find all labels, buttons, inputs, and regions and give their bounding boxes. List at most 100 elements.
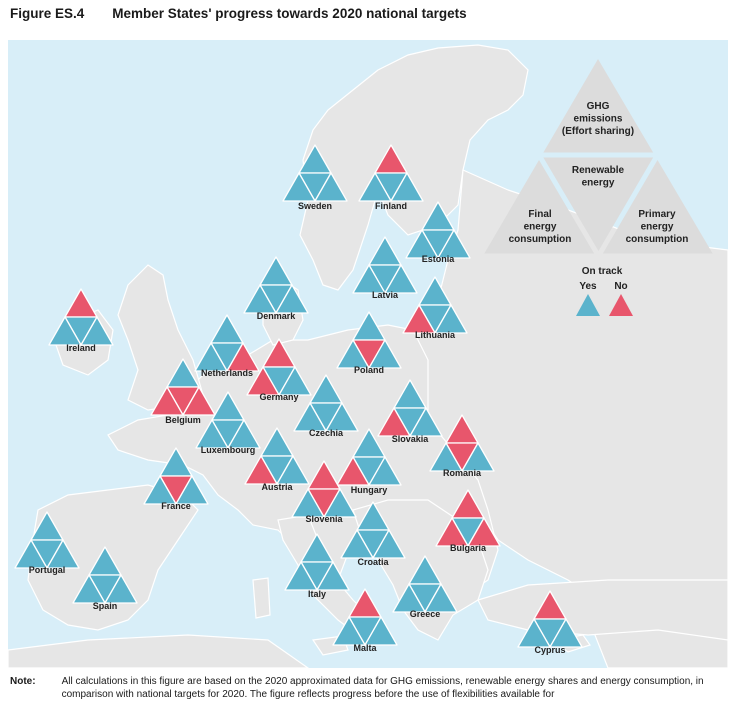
legend-primary-text-line-2: energy — [641, 222, 674, 233]
country-france: France — [143, 447, 209, 511]
sweden-primary-segment — [314, 172, 348, 202]
finland-final-segment — [358, 172, 392, 202]
legend-final-text-line-2: energy — [524, 222, 557, 233]
country-triangles: Sweden Finland Estonia Latvia Denmark Lithuan… — [14, 144, 583, 655]
country-greece: Greece — [392, 555, 458, 619]
cyprus-primary-segment — [549, 618, 583, 648]
country-label-belgium: Belgium — [165, 415, 201, 425]
france-final-segment — [143, 475, 177, 505]
germany-primary-segment — [278, 366, 312, 396]
legend-final-text-line-3: consumption — [509, 234, 572, 245]
country-poland: Poland — [336, 311, 402, 375]
country-malta: Malta — [332, 588, 398, 653]
czechia-primary-segment — [325, 402, 359, 432]
italy-final-segment — [284, 561, 318, 591]
country-label-netherlands: Netherlands — [201, 368, 253, 378]
country-label-lithuania: Lithuania — [415, 330, 456, 340]
latvia-final-segment — [352, 264, 386, 294]
denmark-final-segment — [243, 284, 277, 314]
luxembourg-primary-segment — [227, 419, 261, 449]
spain-primary-segment — [104, 574, 138, 604]
legend-no-swatch-icon — [609, 294, 633, 316]
legend-ghg-text-line-1: GHG — [587, 101, 610, 112]
country-bulgaria: Bulgaria — [435, 489, 501, 553]
finland-primary-segment — [390, 172, 424, 202]
austria-primary-segment — [276, 455, 310, 485]
country-label-croatia: Croatia — [357, 557, 389, 567]
malta-primary-segment — [364, 616, 398, 646]
country-label-spain: Spain — [93, 601, 118, 611]
hungary-primary-segment — [368, 456, 402, 486]
legend-on-track-title: On track — [582, 266, 623, 277]
italy-primary-segment — [316, 561, 350, 591]
country-denmark: Denmark — [243, 256, 309, 321]
country-czechia: Czechia — [293, 374, 359, 438]
netherlands-primary-segment — [226, 342, 260, 372]
country-label-czechia: Czechia — [309, 428, 344, 438]
legend-no-label: No — [614, 281, 627, 292]
legend: GHG emissions(Effort sharing) Renewable ene… — [484, 58, 713, 316]
map-container: Sweden Finland Estonia Latvia Denmark Lithuan… — [7, 40, 729, 669]
country-label-cyprus: Cyprus — [534, 645, 565, 655]
country-label-finland: Finland — [375, 201, 407, 211]
country-label-poland: Poland — [354, 365, 384, 375]
country-label-malta: Malta — [353, 643, 377, 653]
land-sardinia — [252, 577, 271, 619]
land-iberia — [27, 484, 199, 631]
slovakia-final-segment — [377, 407, 411, 437]
note-text: All calculations in this figure are base… — [61, 676, 704, 700]
country-label-estonia: Estonia — [422, 254, 456, 264]
latvia-primary-segment — [384, 264, 418, 294]
netherlands-final-segment — [194, 342, 228, 372]
country-label-france: France — [161, 501, 191, 511]
legend-primary-triangle — [602, 159, 713, 254]
belgium-primary-segment — [182, 386, 216, 416]
country-label-portugal: Portugal — [29, 565, 66, 575]
country-germany: Germany — [246, 338, 312, 402]
country-label-slovakia: Slovakia — [392, 434, 430, 444]
legend-renewable-text-line-1: Renewable — [572, 165, 625, 176]
slovakia-primary-segment — [409, 407, 443, 437]
legend-primary-text-line-1: Primary — [638, 209, 676, 220]
legend-yes-label: Yes — [579, 281, 597, 292]
spain-final-segment — [72, 574, 106, 604]
country-lithuania: Lithuania — [402, 276, 468, 340]
country-austria: Austria — [244, 427, 310, 492]
austria-final-segment — [244, 455, 278, 485]
romania-primary-segment — [461, 442, 495, 472]
cyprus-final-segment — [517, 618, 551, 648]
ireland-final-segment — [48, 316, 82, 346]
country-label-denmark: Denmark — [257, 311, 297, 321]
country-label-latvia: Latvia — [372, 290, 399, 300]
country-estonia: Estonia — [405, 201, 471, 264]
croatia-primary-segment — [372, 529, 406, 559]
country-label-ireland: Ireland — [66, 343, 96, 353]
country-label-greece: Greece — [410, 609, 441, 619]
country-label-bulgaria: Bulgaria — [450, 543, 487, 553]
legend-renewable-triangle — [543, 157, 654, 252]
lithuania-primary-segment — [434, 304, 468, 334]
country-cyprus: Cyprus — [517, 590, 583, 655]
country-belgium: Belgium — [150, 358, 216, 425]
country-croatia: Croatia — [340, 501, 406, 567]
europe-map: Sweden Finland Estonia Latvia Denmark Lithuan… — [7, 40, 729, 669]
portugal-primary-segment — [46, 539, 80, 569]
croatia-final-segment — [340, 529, 374, 559]
legend-ghg-text-line-2: emissions — [574, 114, 623, 125]
slovenia-primary-segment — [323, 488, 357, 518]
hungary-final-segment — [336, 456, 370, 486]
greece-primary-segment — [424, 583, 458, 613]
country-romania: Romania — [429, 414, 495, 478]
country-sweden: Sweden — [282, 144, 348, 211]
note-label: Note: — [10, 676, 36, 687]
country-label-italy: Italy — [308, 589, 326, 599]
legend-ghg-text-line-3: (Effort sharing) — [562, 126, 634, 137]
country-label-slovenia: Slovenia — [305, 514, 343, 524]
country-slovakia: Slovakia — [377, 379, 443, 444]
country-label-romania: Romania — [443, 468, 482, 478]
malta-final-segment — [332, 616, 366, 646]
bulgaria-final-segment — [435, 517, 469, 547]
denmark-primary-segment — [275, 284, 309, 314]
figure-number: Figure ES.4 — [10, 6, 85, 21]
figure-header: Figure ES.4 Member States' progress towa… — [10, 6, 467, 26]
